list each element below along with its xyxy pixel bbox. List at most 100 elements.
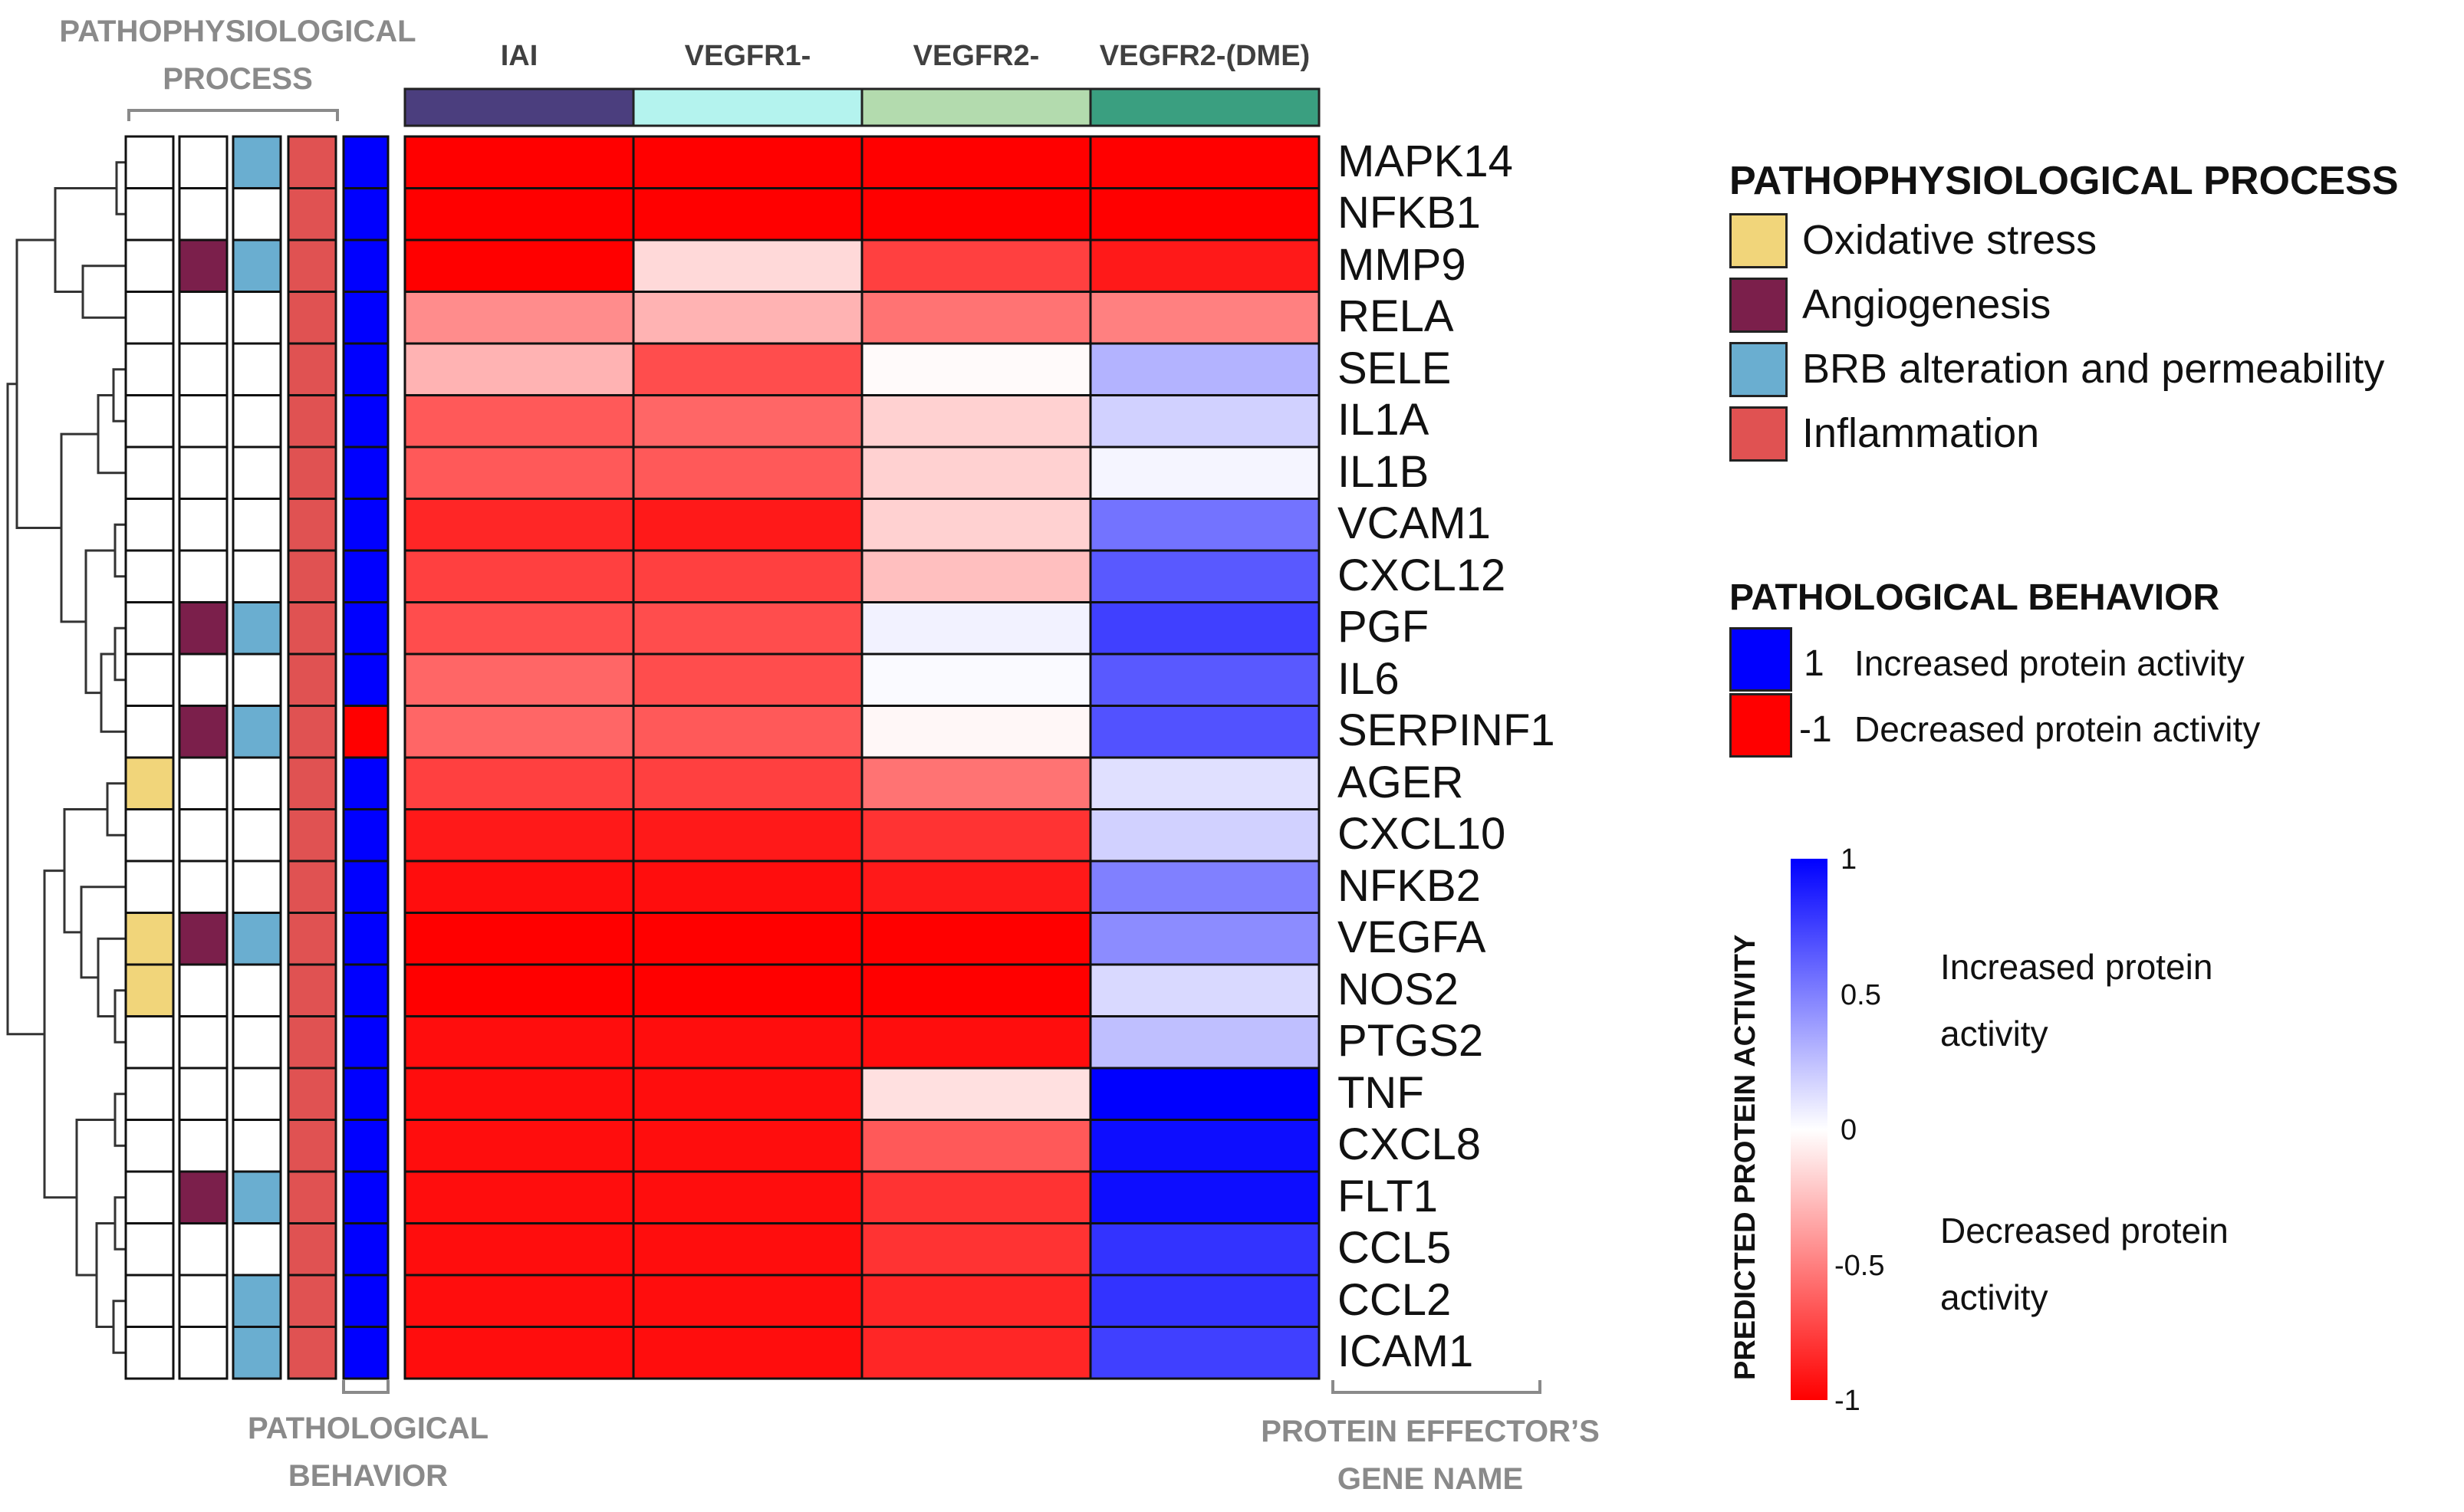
heatmap-cell — [860, 1274, 1092, 1328]
heatmap-cell — [1089, 1119, 1321, 1173]
process-cell-angiogenesis — [178, 187, 229, 242]
heatmap-cell — [403, 498, 635, 552]
dendrogram-branch — [115, 161, 126, 215]
process-cell-brb — [232, 1119, 282, 1173]
heatmap-cell — [632, 1274, 864, 1328]
heatmap-cell — [860, 652, 1092, 707]
heatmap-cell — [403, 963, 635, 1017]
process-cell-brb — [232, 498, 282, 552]
process-cell-angiogenesis — [178, 963, 229, 1017]
process-cell-oxidative_stress — [124, 705, 175, 759]
gene-label: FLT1 — [1337, 1171, 1439, 1221]
dendrogram-branch — [97, 937, 126, 1017]
heatmap-cell — [1089, 549, 1321, 603]
gene-label: CXCL12 — [1337, 550, 1506, 600]
process-cell-inflammation — [287, 756, 337, 810]
heatmap-cell — [632, 1222, 864, 1277]
heatmap-cell — [1089, 342, 1321, 396]
gene-bracket — [1331, 1380, 1541, 1394]
behavior-cell — [342, 498, 390, 552]
behavior-cell — [342, 1170, 390, 1224]
heatmap-cell — [860, 1067, 1092, 1121]
gene-label: PTGS2 — [1337, 1016, 1484, 1067]
process-cell-oxidative_stress — [124, 1326, 175, 1380]
heatmap-cell — [1089, 912, 1321, 966]
gene-label: CCL2 — [1337, 1274, 1452, 1325]
process-cell-angiogenesis — [178, 498, 229, 552]
process-cell-brb — [232, 1222, 282, 1277]
pathological-behavior-label-line2: BEHAVIOR — [288, 1459, 449, 1493]
behavior-cell — [342, 445, 390, 500]
gene-label: RELA — [1337, 291, 1454, 342]
process-cell-brb — [232, 394, 282, 449]
heatmap-cell — [632, 135, 864, 189]
process-legend-label: Oxidative stress — [1802, 217, 2097, 263]
heatmap-cell — [403, 1170, 635, 1224]
label-brackets — [127, 109, 1541, 1394]
process-cell-oxidative_stress — [124, 549, 175, 603]
process-cell-angiogenesis — [178, 1015, 229, 1070]
process-cell-angiogenesis — [178, 1119, 229, 1173]
behavior-cell — [342, 1274, 390, 1328]
colorbar-decreased-label: Decreased protein activity — [1940, 1211, 2229, 1318]
heatmap-cell — [1089, 394, 1321, 449]
dendrogram-branch — [54, 187, 117, 293]
gene-label: NFKB2 — [1337, 860, 1481, 911]
heatmap-cell — [1089, 291, 1321, 345]
heatmap-cell — [403, 1274, 635, 1328]
process-cell-angiogenesis — [178, 808, 229, 863]
process-cell-oxidative_stress — [124, 342, 175, 396]
heatmap-cell — [403, 912, 635, 966]
behavior-cell — [342, 1015, 390, 1070]
process-cell-oxidative_stress — [124, 652, 175, 707]
heatmap-cell — [1089, 756, 1321, 810]
behavior-cell — [342, 652, 390, 707]
heatmap-cell — [1089, 1222, 1321, 1277]
behavior-legend-value: 1 — [1804, 643, 1824, 684]
heatmap-cell — [403, 756, 635, 810]
heatmap-cell — [403, 394, 635, 449]
gene-label: IL1B — [1337, 446, 1429, 497]
dendrogram-branch — [106, 782, 126, 837]
heatmap-cell — [403, 291, 635, 345]
process-cell-inflammation — [287, 135, 337, 189]
process-cell-angiogenesis — [178, 601, 229, 656]
heatmap-cell — [632, 394, 864, 449]
gene-label: CCL5 — [1337, 1223, 1452, 1274]
process-cell-brb — [232, 808, 282, 863]
behavior-cell — [342, 238, 390, 293]
heatmap-cell — [860, 601, 1092, 656]
process-legend-swatch — [1729, 406, 1788, 462]
heatmap-cell — [1089, 498, 1321, 552]
process-cell-inflammation — [287, 705, 337, 759]
gene-label: SELE — [1337, 343, 1452, 393]
dendrogram-branch — [100, 652, 126, 733]
process-cell-brb — [232, 342, 282, 396]
process-cell-angiogenesis — [178, 394, 229, 449]
process-cell-inflammation — [287, 291, 337, 345]
gene-label: NOS2 — [1337, 964, 1459, 1014]
process-cell-brb — [232, 963, 282, 1017]
behavior-cell — [342, 1067, 390, 1121]
pathological-behavior-label: PATHOLOGICAL BEHAVIOR — [215, 1405, 521, 1500]
heatmap-cell — [860, 135, 1092, 189]
behavior-cell — [342, 1222, 390, 1277]
heatmap-cell — [860, 963, 1092, 1017]
process-cell-brb — [232, 652, 282, 707]
pathological-behavior-label-line1: PATHOLOGICAL — [247, 1412, 489, 1445]
process-cell-angiogenesis — [178, 135, 229, 189]
colorbar-gradient — [1791, 859, 1827, 1400]
process-cell-brb — [232, 135, 282, 189]
behavior-legend-label: Increased protein activity — [1854, 643, 2245, 683]
process-cell-oxidative_stress — [124, 808, 175, 863]
heatmap-cell — [1089, 963, 1321, 1017]
process-cell-inflammation — [287, 912, 337, 966]
pathophysiological-process-label: PATHOPHYSIOLOGICAL PROCESS — [31, 8, 445, 103]
behavior-bracket — [342, 1380, 390, 1394]
process-cell-angiogenesis — [178, 1326, 229, 1380]
colorbar-tick: 1 — [1841, 843, 1857, 876]
column-header-0: IAI — [500, 40, 538, 72]
dendrogram-branch — [95, 1222, 115, 1328]
